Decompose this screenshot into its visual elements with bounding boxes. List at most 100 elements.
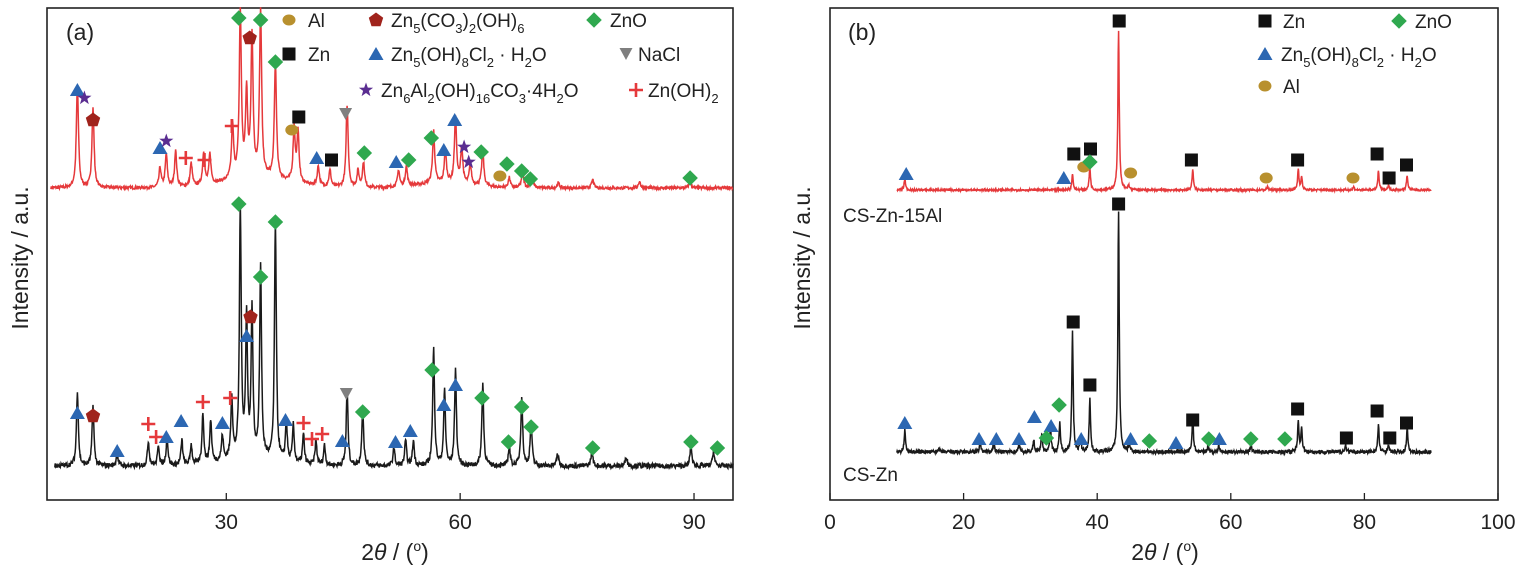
- panel-b-x-tick-label-0: 0: [824, 511, 836, 534]
- panel-a-marker-zn-13: [292, 110, 306, 124]
- panel-a-marker-zno-11: [267, 54, 284, 70]
- legend-b-al: Al: [1258, 77, 1300, 98]
- panel-a-x-tick-label-30: 30: [215, 511, 238, 534]
- panel-a-x-axis-label: 2θ / (o): [361, 538, 429, 565]
- panel-b-marker-zn-20: [1370, 404, 1384, 418]
- legend-b-zn5oh: Zn5(OH)8Cl2 · H2O: [1257, 45, 1437, 70]
- curve-label-cs-zn: CS-Zn: [843, 465, 898, 486]
- panel-a-marker-star-23: [457, 139, 472, 154]
- panel-a-marker-zno-19: [400, 152, 417, 168]
- panel-b-marker-zno-38: [1243, 431, 1259, 447]
- panel-a-marker-zno-33: [252, 269, 269, 285]
- panel-b-marker-zn-13: [1382, 171, 1396, 185]
- panel-a-marker-tri-54: [402, 424, 418, 437]
- panel-b-marker-tri-25: [971, 432, 987, 445]
- panel-b-x-tick-label-60: 60: [1219, 511, 1242, 534]
- panel-b-marker-zn-12: [1370, 147, 1384, 161]
- legend-a-zn5co3-marker: [368, 12, 384, 27]
- legend-b-zn-marker: [1258, 14, 1272, 28]
- legend-a-znoh2: Zn(OH)2: [627, 81, 719, 106]
- panel-a-marker-cross-38: [140, 415, 157, 433]
- panel-a-marker-zno-30: [682, 170, 698, 186]
- legend-b-zn5oh-marker: [1257, 47, 1273, 60]
- panel-b-black-pattern: [896, 211, 1432, 457]
- panel-b-marker-tri-32: [1073, 432, 1089, 445]
- legend-a-ldh-label: Zn6Al2(OH)16CO3·4H2O: [381, 81, 579, 106]
- legend-a-zn5oh: Zn5(OH)8Cl2 · H2O: [368, 45, 547, 70]
- panel-a-marker-zno-31: [231, 196, 247, 212]
- panel-a-marker-zno-52: [354, 404, 371, 420]
- panel-b-marker-zn-22: [1339, 431, 1353, 445]
- legend-b-al-label: Al: [1283, 77, 1300, 98]
- panel-a-frame: [46, 7, 734, 501]
- legend-a-al: Al: [282, 11, 325, 32]
- panel-a-marker-tri-50: [334, 434, 350, 447]
- panel-b-marker-tri-27: [1011, 432, 1027, 445]
- legend-b-zn: Zn: [1258, 12, 1305, 33]
- panel-a-marker-pent-37: [85, 408, 101, 423]
- panel-a-x-tick-label-60: 60: [448, 511, 471, 534]
- panel-a-marker-tri-57: [448, 378, 463, 391]
- panel-b-marker-zn-3: [1067, 147, 1081, 161]
- panel-a-marker-zno-64: [709, 440, 726, 456]
- panel-a-marker-tri-22: [447, 113, 463, 126]
- legend-a-al-label: Al: [308, 11, 325, 32]
- panel-b-peak-markers: [897, 14, 1413, 449]
- panel-b-marker-zno-34: [1141, 433, 1158, 449]
- panel-b-marker-zn-19: [1291, 402, 1305, 416]
- panel-a-peak-markers: [69, 10, 726, 457]
- panel-b-x-axis-label: 2θ / (o): [1131, 538, 1199, 565]
- panel-a-x-ticks: 30 60 90: [215, 493, 706, 534]
- panel-b-marker-zn-17: [1083, 378, 1097, 392]
- legend-a-nacl-label: NaCl: [638, 45, 680, 66]
- panel-b-marker-zn-15: [1112, 197, 1126, 211]
- panel-a-marker-zno-58: [474, 390, 490, 406]
- legend-a-zno: ZnO: [586, 11, 647, 32]
- panel-b-marker-zn-23: [1383, 431, 1397, 445]
- panel-b-marker-tri-28: [1026, 410, 1042, 423]
- legend-b-zno-label: ZnO: [1415, 12, 1452, 33]
- panel-b-label: (b): [848, 19, 876, 45]
- panel-b-frame: [829, 7, 1499, 501]
- legend-b-zno: ZnO: [1391, 12, 1452, 33]
- panel-b-x-tick-label-40: 40: [1086, 511, 1109, 534]
- panel-a-marker-tri-14: [309, 151, 325, 164]
- panel-a-marker-tri-18: [388, 155, 404, 168]
- legend-a-ldh: Zn6Al2(OH)16CO3·4H2O: [358, 81, 579, 106]
- panel-a-label: (a): [66, 19, 94, 45]
- legend-a-al-marker: [282, 14, 296, 26]
- panel-a-marker-zno-8: [231, 10, 247, 26]
- legend-a-zn-marker: [282, 47, 296, 61]
- legend-a-zn: Zn: [282, 45, 330, 66]
- panel-a-marker-zno-20: [423, 130, 440, 146]
- panel-b-red-pattern: [896, 30, 1432, 194]
- panel-a-marker-zno-63: [683, 434, 699, 450]
- panel-a-y-axis-label: Intensity / a.u.: [7, 186, 33, 329]
- panel-b-marker-al-7: [1124, 167, 1138, 179]
- panel-b-x-tick-label-20: 20: [952, 511, 975, 534]
- panel-b: (b) 0 20 40 60 80 100 CS-Zn-15Al CS-Zn Intens…: [789, 7, 1516, 565]
- panel-a-marker-al-27: [493, 170, 507, 182]
- panel-b-marker-zn-16: [1066, 315, 1080, 329]
- panel-a-marker-tri-42: [173, 414, 189, 427]
- panel-a-marker-pent-9: [242, 30, 257, 45]
- panel-a-marker-zno-62: [584, 440, 601, 456]
- legend-a-zn-label: Zn: [308, 45, 330, 66]
- panel-b-marker-zn-5: [1084, 142, 1097, 156]
- legend-a-zno-label: ZnO: [610, 11, 647, 32]
- panel-a-marker-tri-46: [278, 413, 293, 426]
- panel-b-marker-al-11: [1346, 172, 1360, 184]
- panel-a-legend: Al Zn5(CO3)2(OH)6 ZnO Zn Zn5(OH)8Cl2 · H…: [282, 11, 719, 106]
- panel-a-marker-tri-0: [69, 83, 85, 96]
- panel-a-marker-cross-47: [295, 414, 312, 432]
- panel-a-marker-zn-15: [325, 153, 338, 167]
- panel-a-marker-tri-53: [388, 435, 403, 448]
- panel-a-marker-cross-43: [194, 393, 212, 411]
- panel-b-marker-tri-1: [898, 167, 914, 180]
- legend-b-al-marker: [1258, 80, 1272, 92]
- panel-a-marker-tri-44: [214, 416, 230, 429]
- legend-a-nacl-marker: [619, 48, 633, 60]
- legend-b-zno-marker: [1391, 13, 1407, 29]
- panel-a: (a) 30 60 90 Intensity / a.u. 2θ / (o) Al …: [7, 7, 734, 565]
